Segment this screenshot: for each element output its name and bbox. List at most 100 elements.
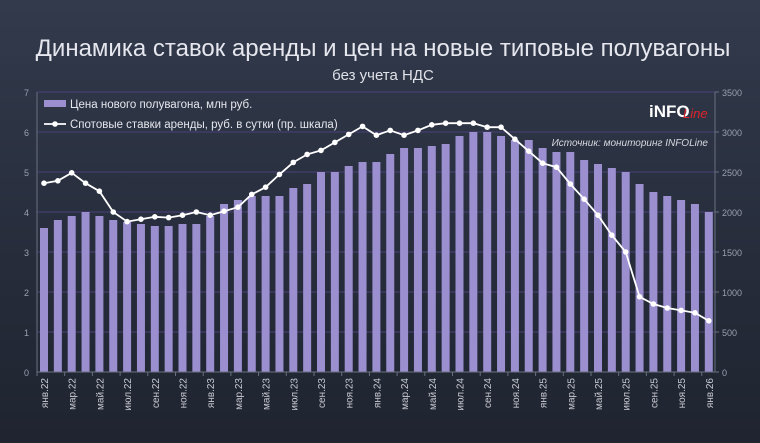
bar: [275, 196, 284, 372]
bar: [538, 148, 547, 372]
x-tick-label: май.22: [95, 378, 106, 410]
line-point: [290, 159, 297, 166]
x-tick-label: май.25: [594, 378, 605, 410]
bar: [607, 168, 616, 372]
x-tick-label: сен.22: [151, 378, 162, 408]
x-tick-label: янв.24: [372, 378, 383, 409]
line-point: [387, 127, 394, 134]
line-point: [692, 310, 698, 316]
bar: [510, 140, 519, 372]
line-point: [193, 209, 200, 215]
line-point: [68, 170, 75, 176]
bar: [441, 144, 450, 372]
line-point: [678, 307, 684, 314]
line-point: [41, 180, 47, 186]
bar: [358, 162, 367, 372]
line-point: [207, 212, 213, 218]
bar: [303, 184, 312, 372]
y-left-tick-label: 0: [24, 368, 29, 378]
line-point: [415, 127, 421, 134]
chart-subtitle: без учета НДС: [332, 67, 434, 84]
x-tick-label: июл.23: [289, 378, 300, 411]
x-tick-label: янв.23: [206, 378, 217, 409]
bar: [580, 160, 589, 372]
x-tick-label: май.24: [428, 378, 439, 410]
bar: [109, 220, 118, 372]
x-tick-label: мар.25: [566, 378, 577, 410]
bar: [566, 152, 575, 372]
line-point: [664, 305, 671, 311]
line-point: [622, 249, 629, 255]
line-point: [706, 318, 712, 324]
bar: [649, 192, 658, 372]
bar: [261, 196, 270, 372]
line-point: [553, 164, 560, 170]
line-series: [41, 120, 712, 324]
bar: [635, 184, 644, 372]
legend: Цена нового полувагона, млн руб. Спотовы…: [44, 99, 338, 131]
y-right-tick-label: 2500: [722, 168, 742, 178]
y-left-tick-label: 7: [24, 88, 29, 98]
line-point: [442, 120, 449, 126]
line-point: [567, 181, 574, 187]
line-point: [609, 232, 615, 238]
chart-title: Динамика ставок аренды и цен на новые ти…: [36, 35, 731, 62]
line-point: [318, 147, 324, 154]
x-tick-label: июл.22: [123, 378, 134, 411]
bar: [247, 196, 256, 372]
line-point: [470, 120, 477, 126]
line-point: [429, 122, 435, 128]
y-left-tick-label: 1: [24, 328, 29, 338]
x-tick-label: ноя.22: [179, 378, 190, 409]
line-point: [512, 136, 518, 142]
line-point: [276, 171, 283, 178]
line-point: [484, 124, 491, 130]
bar: [704, 212, 713, 372]
bar: [400, 148, 409, 372]
x-tick-label: сен.24: [483, 378, 494, 408]
bar: [95, 216, 104, 372]
bar: [220, 204, 229, 372]
x-tick-label: сен.23: [317, 378, 328, 408]
bar: [413, 148, 422, 372]
bar-series: [40, 132, 713, 372]
x-tick-label: ноя.24: [511, 378, 522, 409]
y-right-tick-label: 2000: [722, 208, 742, 218]
line-point: [82, 180, 89, 186]
legend-line-label: Спотовые ставки аренды, руб. в сутки (пр…: [70, 119, 338, 131]
x-tick-label: янв.26: [705, 378, 716, 409]
bar: [524, 140, 533, 372]
bar: [621, 172, 630, 372]
bar: [483, 132, 492, 372]
bar: [289, 188, 298, 372]
x-tick-label: мар.23: [234, 378, 245, 410]
y-left-tick-label: 2: [24, 288, 29, 298]
line-point: [498, 124, 504, 130]
y-right-tick-label: 3500: [722, 88, 742, 98]
line-point: [539, 160, 546, 166]
line-point: [456, 120, 463, 126]
bar: [317, 172, 325, 372]
line-point: [55, 178, 61, 184]
line-point: [262, 184, 269, 190]
line-point: [359, 123, 366, 130]
x-tick-label: ноя.25: [677, 378, 688, 409]
legend-line-marker: [52, 121, 58, 127]
y-right-tick-label: 1500: [722, 248, 742, 258]
y-left-tick-label: 4: [24, 208, 29, 218]
line-point: [650, 301, 657, 307]
line-point: [636, 294, 643, 300]
bar: [178, 224, 187, 372]
x-tick-label: июл.24: [456, 378, 467, 411]
y-right-tick-label: 0: [722, 368, 727, 378]
x-tick-label: сен.25: [649, 378, 660, 408]
line-point: [110, 209, 117, 215]
line-point: [401, 132, 407, 138]
source-note: Источник: мониторинг INFOLine: [552, 138, 709, 149]
bar: [455, 136, 464, 372]
bar: [469, 132, 478, 372]
line-point: [595, 212, 601, 218]
bar: [136, 224, 145, 372]
x-tick-label: май.23: [262, 378, 273, 410]
bar: [497, 136, 506, 372]
